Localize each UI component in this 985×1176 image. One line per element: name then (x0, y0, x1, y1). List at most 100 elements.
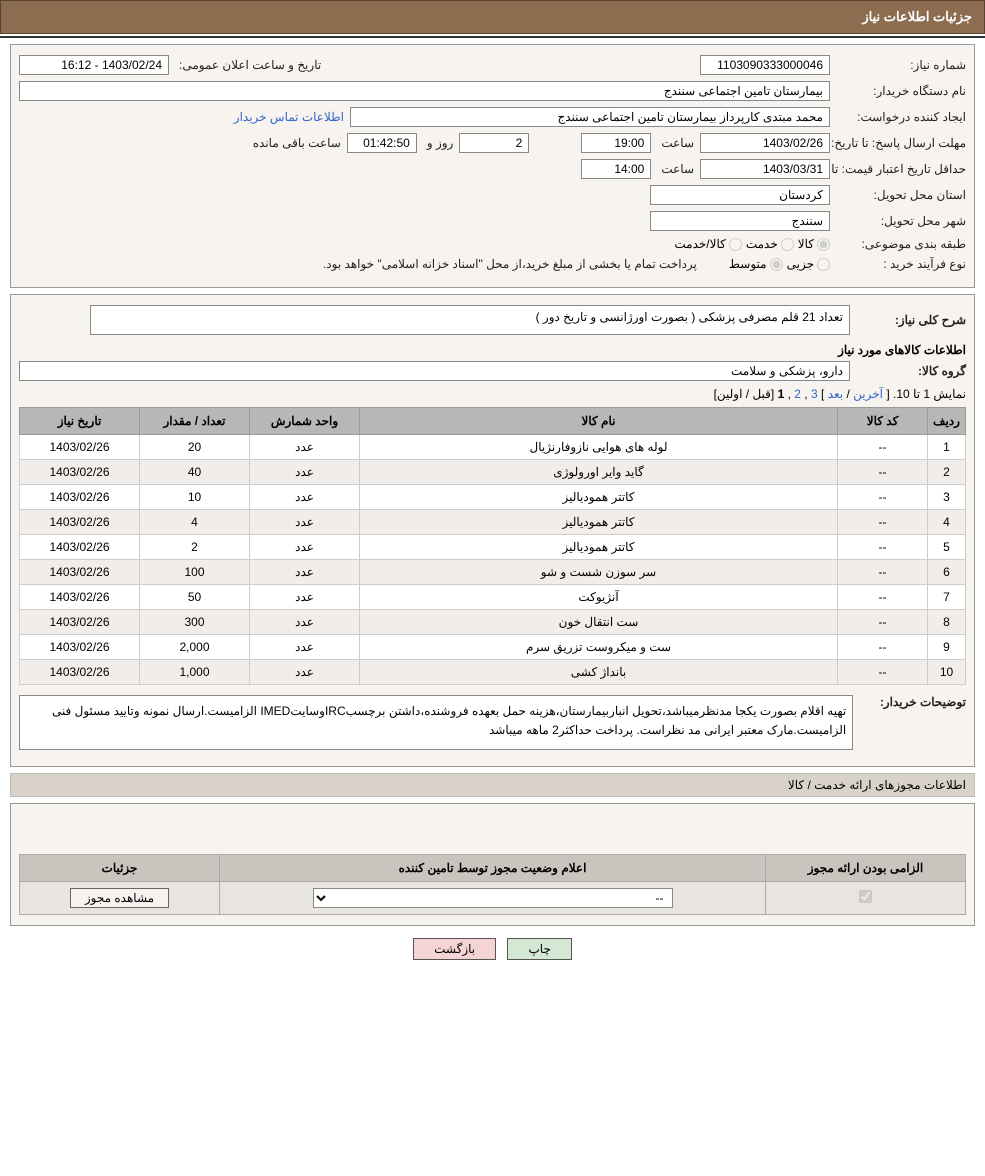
cell: 2,000 (140, 635, 250, 660)
pag-next[interactable]: بعد (828, 387, 843, 401)
divider (0, 36, 985, 38)
cell: عدد (250, 535, 360, 560)
items-title: اطلاعات کالاهای مورد نیاز (19, 343, 966, 357)
cell: عدد (250, 560, 360, 585)
pag-prevfirst: [قبل / اولین] (714, 387, 775, 401)
action-buttons: چاپ بازگشت (0, 938, 985, 960)
cell: 10 (140, 485, 250, 510)
process-label: نوع فرآیند خرید : (836, 257, 966, 271)
cell: سر سوزن شست و شو (360, 560, 838, 585)
table-row: 7--آنژیوکتعدد501403/02/26 (20, 585, 966, 610)
city-value: سنندج (650, 211, 830, 231)
proc-radio-2 (770, 258, 783, 271)
cell: 1403/02/26 (20, 510, 140, 535)
countdown: 01:42:50 (347, 133, 417, 153)
cell: -- (838, 560, 928, 585)
cell: عدد (250, 435, 360, 460)
cell: 8 (928, 610, 966, 635)
cell: 1403/02/26 (20, 560, 140, 585)
lic-status-select[interactable]: -- (313, 888, 673, 908)
buyer-contact-link[interactable]: اطلاعات تماس خریدار (234, 110, 344, 124)
time-label-2: ساعت (657, 162, 694, 176)
pag-2[interactable]: 2 (794, 387, 801, 401)
lic-col-3: جزئیات (20, 855, 220, 882)
cat-radio-2 (781, 238, 794, 251)
cell: 1403/02/26 (20, 485, 140, 510)
cell: -- (838, 585, 928, 610)
validity-date: 1403/03/31 (700, 159, 830, 179)
group-value: دارو، پزشکی و سلامت (19, 361, 850, 381)
cat-opt-1: کالا (798, 237, 814, 251)
buyer-note-text: تهیه اقلام بصورت یکجا مدنظرمیباشد،تحویل … (19, 695, 853, 750)
cell: عدد (250, 660, 360, 685)
announce-value: 1403/02/24 - 16:12 (19, 55, 169, 75)
cell: 1403/02/26 (20, 585, 140, 610)
col-4: تعداد / مقدار (140, 408, 250, 435)
col-1: کد کالا (838, 408, 928, 435)
cell: -- (838, 635, 928, 660)
print-button[interactable]: چاپ (507, 938, 571, 960)
table-row: 4--کاتتر همودیالیزعدد41403/02/26 (20, 510, 966, 535)
province-value: کردستان (650, 185, 830, 205)
cell: 10 (928, 660, 966, 685)
province-label: استان محل تحویل: (836, 188, 966, 202)
pag-3[interactable]: 3 (811, 387, 818, 401)
cell: 1403/02/26 (20, 610, 140, 635)
day-count: 2 (459, 133, 529, 153)
cell: -- (838, 660, 928, 685)
cell: عدد (250, 510, 360, 535)
proc-opt-1: جزیی (787, 257, 814, 271)
cell: 3 (928, 485, 966, 510)
cell: -- (838, 610, 928, 635)
desc-text: تعداد 21 قلم مصرفی پزشکی ( بصورت اورژانس… (90, 305, 850, 335)
time-label-1: ساعت (657, 136, 694, 150)
back-button[interactable]: بازگشت (413, 938, 496, 960)
cell: -- (838, 510, 928, 535)
page-title: جزئیات اطلاعات نیاز (862, 9, 972, 24)
table-row: 2--گاید وایر اورولوژیعدد401403/02/26 (20, 460, 966, 485)
pag-open: [ (886, 387, 889, 401)
cell: عدد (250, 485, 360, 510)
cell: کاتتر همودیالیز (360, 535, 838, 560)
buyer-value: بیمارستان تامین اجتماعی سنندج (19, 81, 830, 101)
proc-radio-1 (817, 258, 830, 271)
group-label: گروه کالا: (856, 364, 966, 378)
cell: ست و میکروست تزریق سرم (360, 635, 838, 660)
cell: عدد (250, 635, 360, 660)
cell: عدد (250, 460, 360, 485)
reply-date: 1403/02/26 (700, 133, 830, 153)
table-row: 5--کاتتر همودیالیزعدد21403/02/26 (20, 535, 966, 560)
view-license-button[interactable]: مشاهده مجوز (70, 888, 169, 908)
process-radios: جزیی متوسط (729, 257, 830, 271)
cell: 4 (928, 510, 966, 535)
cell: -- (838, 460, 928, 485)
license-section-title: اطلاعات مجوزهای ارائه خدمت / کالا (10, 773, 975, 797)
cell: -- (838, 485, 928, 510)
buyer-note-label: توضیحات خریدار: (859, 695, 966, 709)
cell: 50 (140, 585, 250, 610)
validity-time: 14:00 (581, 159, 651, 179)
pagination: نمایش 1 تا 10. [ آخرین / بعد ] 3 , 2 , 1… (19, 387, 966, 401)
cell: 20 (140, 435, 250, 460)
cell: 9 (928, 635, 966, 660)
cell: 1403/02/26 (20, 635, 140, 660)
cell: -- (838, 435, 928, 460)
cat-radio-1 (817, 238, 830, 251)
cell: گاید وایر اورولوژی (360, 460, 838, 485)
license-panel: الزامی بودن ارائه مجوز اعلام وضعیت مجوز … (10, 803, 975, 926)
lic-col-2: اعلام وضعیت مجوز توسط تامین کننده (220, 855, 766, 882)
cat-radio-3 (729, 238, 742, 251)
cell: 100 (140, 560, 250, 585)
table-row: 8--ست انتقال خونعدد3001403/02/26 (20, 610, 966, 635)
col-5: تاریخ نیاز (20, 408, 140, 435)
table-row: 6--سر سوزن شست و شوعدد1001403/02/26 (20, 560, 966, 585)
col-3: واحد شمارش (250, 408, 360, 435)
info-panel: شماره نیاز: 1103090333000046 تاریخ و ساع… (10, 44, 975, 288)
cell: کاتتر همودیالیز (360, 510, 838, 535)
pag-slash: / (843, 387, 850, 401)
pag-last[interactable]: آخرین (853, 387, 883, 401)
cell: 1 (928, 435, 966, 460)
cell: لوله های هوایی نازوفارنژیال (360, 435, 838, 460)
lic-required-checkbox (859, 890, 872, 903)
need-no-value: 1103090333000046 (700, 55, 830, 75)
